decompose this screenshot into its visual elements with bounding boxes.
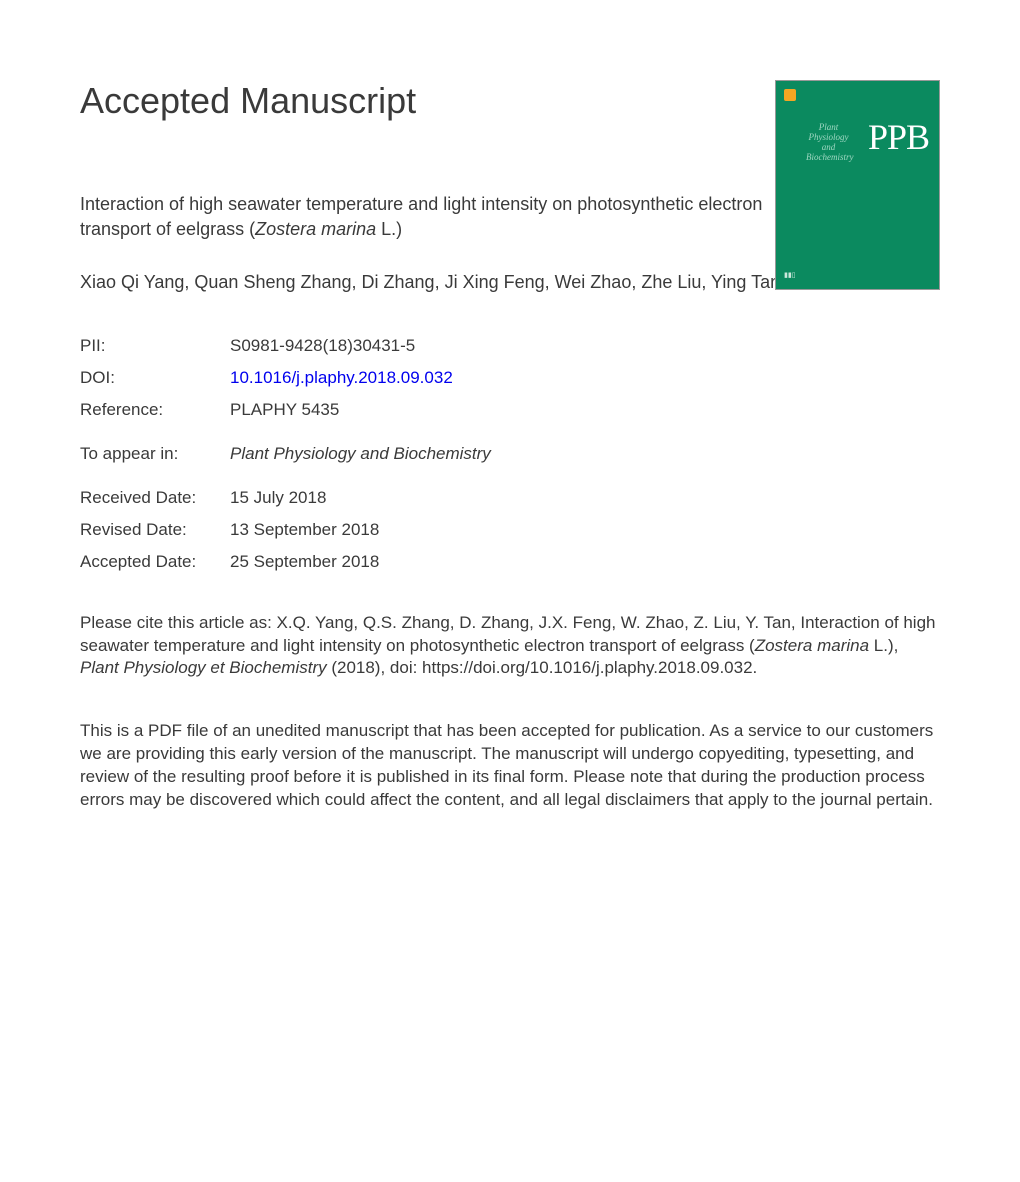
title-line2-pre: transport of eelgrass (	[80, 219, 255, 239]
title-line2-italic: Zostera marina	[255, 219, 376, 239]
meta-row-revised: Revised Date: 13 September 2018	[80, 520, 940, 540]
metadata-table: PII: S0981-9428(18)30431-5 DOI: 10.1016/…	[80, 336, 940, 572]
meta-label-doi: DOI:	[80, 368, 230, 388]
publisher-mark-icon	[784, 89, 796, 101]
author-list: Xiao Qi Yang, Quan Sheng Zhang, Di Zhang…	[80, 270, 800, 295]
cover-journal-name: Plant Physiology and Biochemistry	[806, 123, 851, 163]
meta-value-revised: 13 September 2018	[230, 520, 379, 540]
citation-journal-italic: Plant Physiology et Biochemistry	[80, 658, 327, 677]
meta-row-to-appear: To appear in: Plant Physiology and Bioch…	[80, 444, 940, 464]
meta-value-accepted: 25 September 2018	[230, 552, 379, 572]
meta-row-accepted: Accepted Date: 25 September 2018	[80, 552, 940, 572]
meta-label-reference: Reference:	[80, 400, 230, 420]
citation-mid: L.),	[869, 636, 898, 655]
citation-post: (2018), doi: https://doi.org/10.1016/j.p…	[327, 658, 758, 677]
citation-text: Please cite this article as: X.Q. Yang, …	[80, 612, 940, 681]
meta-row-pii: PII: S0981-9428(18)30431-5	[80, 336, 940, 356]
disclaimer-text: This is a PDF file of an unedited manusc…	[80, 720, 940, 812]
journal-cover-thumbnail: Plant Physiology and Biochemistry PPB ▮▮…	[775, 80, 940, 290]
meta-row-reference: Reference: PLAPHY 5435	[80, 400, 940, 420]
meta-label-pii: PII:	[80, 336, 230, 356]
title-line1: Interaction of high seawater temperature…	[80, 194, 762, 214]
meta-value-doi-link[interactable]: 10.1016/j.plaphy.2018.09.032	[230, 368, 453, 388]
meta-label-revised: Revised Date:	[80, 520, 230, 540]
meta-value-pii: S0981-9428(18)30431-5	[230, 336, 415, 356]
cover-logo-text: PPB	[868, 116, 929, 158]
meta-value-to-appear: Plant Physiology and Biochemistry	[230, 444, 491, 464]
meta-row-received: Received Date: 15 July 2018	[80, 488, 940, 508]
title-line2-post: L.)	[376, 219, 402, 239]
cover-footer-mark-icon: ▮▮▯	[784, 271, 796, 279]
meta-value-received: 15 July 2018	[230, 488, 326, 508]
meta-label-to-appear: To appear in:	[80, 444, 230, 464]
meta-label-received: Received Date:	[80, 488, 230, 508]
article-title: Interaction of high seawater temperature…	[80, 192, 800, 242]
citation-species-italic: Zostera marina	[755, 636, 869, 655]
meta-value-reference: PLAPHY 5435	[230, 400, 339, 420]
meta-label-accepted: Accepted Date:	[80, 552, 230, 572]
meta-row-doi: DOI: 10.1016/j.plaphy.2018.09.032	[80, 368, 940, 388]
